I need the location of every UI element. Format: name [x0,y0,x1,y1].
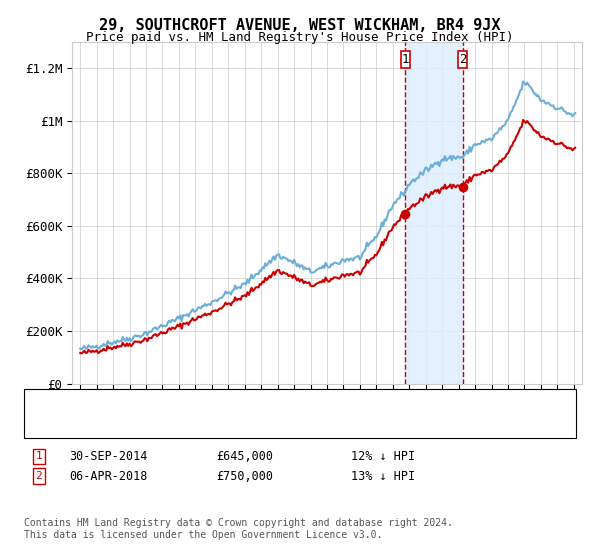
Text: 29, SOUTHCROFT AVENUE, WEST WICKHAM, BR4 9JX (detached house): 29, SOUTHCROFT AVENUE, WEST WICKHAM, BR4… [93,399,474,409]
Text: £645,000: £645,000 [216,450,273,463]
Text: ———: ——— [42,398,65,411]
Text: 29, SOUTHCROFT AVENUE, WEST WICKHAM, BR4 9JX: 29, SOUTHCROFT AVENUE, WEST WICKHAM, BR4… [99,18,501,33]
Text: Price paid vs. HM Land Registry's House Price Index (HPI): Price paid vs. HM Land Registry's House … [86,31,514,44]
Text: 2: 2 [35,471,43,481]
Text: Contains HM Land Registry data © Crown copyright and database right 2024.
This d: Contains HM Land Registry data © Crown c… [24,518,453,540]
Text: 12% ↓ HPI: 12% ↓ HPI [351,450,415,463]
Bar [405,42,463,384]
Text: 1: 1 [401,53,409,66]
FancyBboxPatch shape [401,50,410,68]
Text: ———: ——— [42,413,65,427]
Text: 1: 1 [35,451,43,461]
Text: 06-APR-2018: 06-APR-2018 [69,469,148,483]
Text: 13% ↓ HPI: 13% ↓ HPI [351,469,415,483]
Text: HPI: Average price, detached house, Bromley: HPI: Average price, detached house, Brom… [93,415,362,425]
FancyBboxPatch shape [458,50,467,68]
Text: £750,000: £750,000 [216,469,273,483]
Text: 2: 2 [459,53,466,66]
Text: 30-SEP-2014: 30-SEP-2014 [69,450,148,463]
